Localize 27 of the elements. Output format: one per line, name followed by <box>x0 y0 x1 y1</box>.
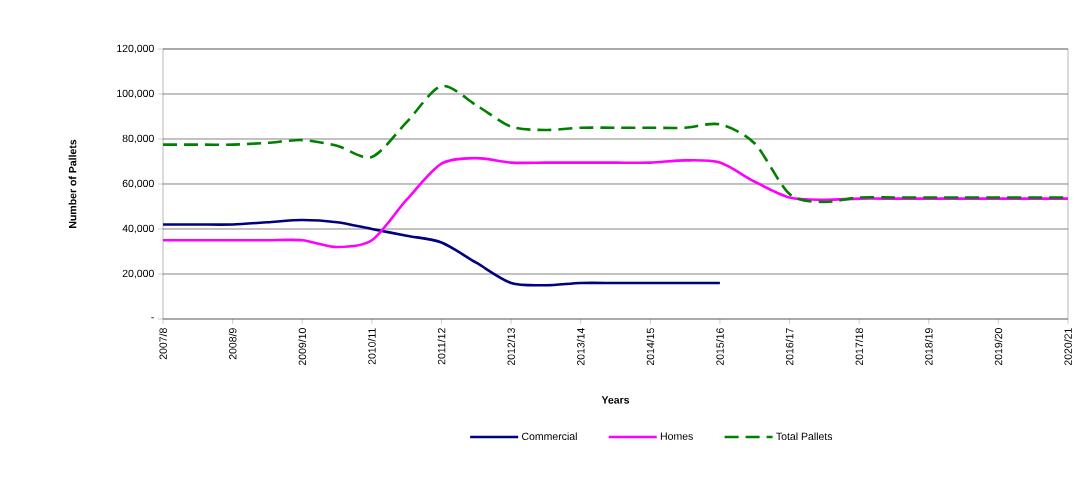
x-tick-label: 2017/18 <box>855 328 864 366</box>
y-tick-label: 40,000 <box>122 224 154 234</box>
x-tick-label: 2007/8 <box>159 328 167 360</box>
y-tick-label: 120,000 <box>117 44 154 54</box>
y-tick-label: - <box>151 317 154 319</box>
x-tick-label: 2011/12 <box>437 328 446 365</box>
x-tick-label: 2019/20 <box>994 328 1003 366</box>
y-tick-label: 80,000 <box>122 134 154 144</box>
x-tick-label: 2014/15 <box>646 328 655 366</box>
x-tick-label: 2008/9 <box>228 328 237 360</box>
x-tick-label: 2012/13 <box>507 328 515 366</box>
legend-label: Total Pallets <box>776 432 833 441</box>
y-tick-label: 20,000 <box>122 269 154 279</box>
x-tick-label: 2010/11 <box>368 328 376 365</box>
x-tick-label: 2015/16 <box>716 328 724 366</box>
y-tick-label: 60,000 <box>122 179 154 189</box>
x-tick-label: 2018/19 <box>924 328 933 366</box>
x-tick-label: 2013/14 <box>576 328 585 366</box>
x-tick-label: 2020/21 <box>1064 328 1072 366</box>
x-tick-label: 2009/10 <box>298 328 307 366</box>
x-axis-title: Years <box>601 396 630 404</box>
line-series <box>163 218 722 287</box>
y-axis-title: Number of Pallets <box>68 139 77 228</box>
legend-label: Homes <box>660 432 693 440</box>
legend-label: Commercial <box>521 432 577 441</box>
y-tick-label: 100,000 <box>117 89 154 99</box>
x-tick-label: 2016/17 <box>785 328 794 366</box>
